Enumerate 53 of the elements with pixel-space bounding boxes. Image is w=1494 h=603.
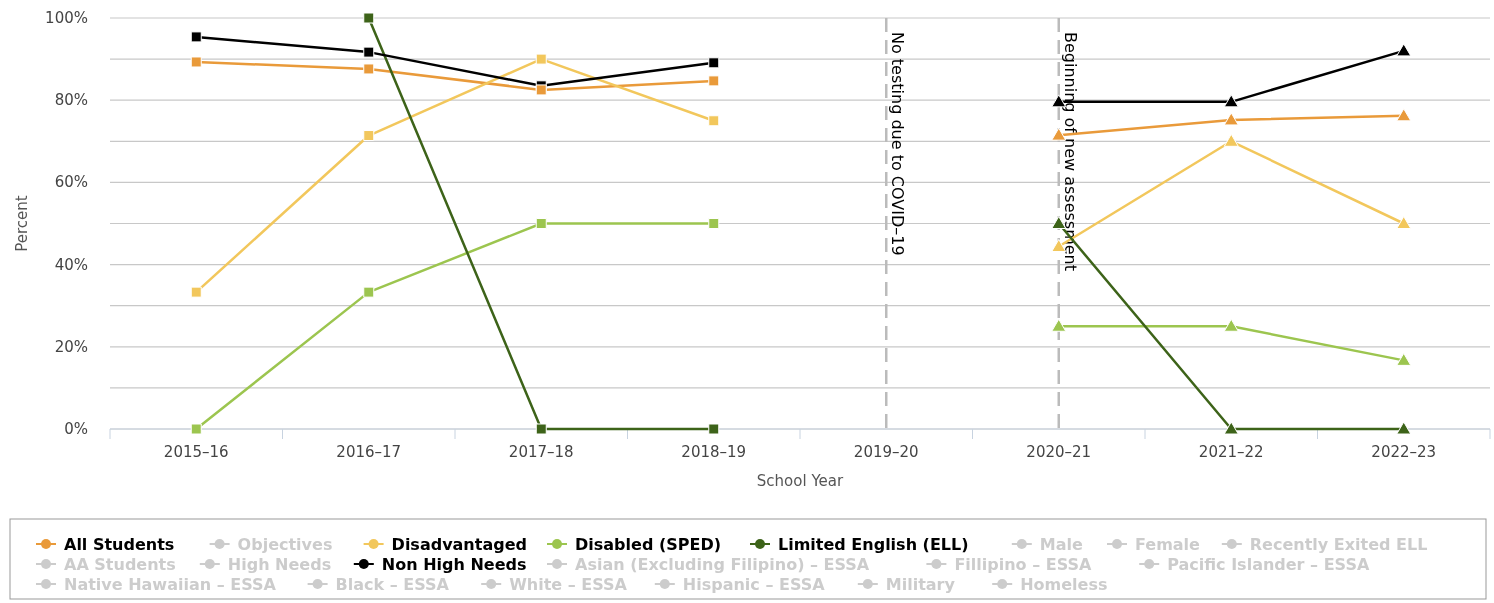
point: [1396, 43, 1412, 57]
point: [535, 53, 547, 65]
point: [535, 423, 547, 435]
point: [363, 286, 375, 298]
x-tick-label: 2015–16: [163, 443, 229, 461]
y-tick-label: 80%: [54, 91, 88, 110]
point: [1051, 318, 1067, 332]
point: [1396, 421, 1412, 435]
legend-label: Non High Needs: [381, 555, 527, 574]
point: [1223, 133, 1239, 147]
y-tick-label: 100%: [45, 9, 88, 27]
point: [708, 115, 720, 127]
x-tick-label: 2018–19: [681, 443, 747, 461]
point: [1223, 112, 1239, 126]
y-axis-title: Percent: [13, 195, 31, 252]
point: [363, 12, 375, 24]
point: [190, 423, 202, 435]
point: [535, 84, 547, 96]
point: [363, 46, 375, 58]
x-tick-label: 2020–21: [1026, 443, 1092, 461]
point: [708, 57, 720, 69]
legend-label: Disabled (SPED): [575, 535, 721, 554]
point: [708, 423, 720, 435]
ref-line-label: Beginning of new assessment: [1060, 32, 1080, 272]
point: [708, 218, 720, 229]
y-tick-label: 20%: [54, 337, 88, 356]
x-axis-title: School Year: [756, 472, 844, 490]
point: [363, 130, 375, 142]
point: [1396, 108, 1412, 122]
point: [1051, 127, 1067, 141]
point: [708, 75, 720, 87]
point: [1223, 94, 1239, 108]
point: [190, 31, 202, 43]
y-tick-label: 60%: [54, 173, 88, 192]
ref-line-label: No testing due to COVID–19: [888, 32, 908, 256]
point: [535, 218, 547, 229]
legend-label: Limited English (ELL): [778, 535, 969, 554]
y-tick-label: 40%: [54, 255, 88, 274]
legend-label: Disadvantaged: [391, 535, 527, 554]
point: [1396, 352, 1412, 366]
point: [190, 286, 202, 298]
point: [1223, 421, 1239, 435]
x-tick-label: 2019–20: [853, 443, 919, 461]
point: [1223, 318, 1239, 332]
point: [1396, 216, 1412, 229]
y-tick-label: 0%: [64, 420, 88, 438]
legend-label: All Students: [64, 535, 175, 554]
x-tick-label: 2022–23: [1371, 443, 1437, 461]
point: [190, 56, 202, 68]
point: [363, 63, 375, 75]
x-tick-label: 2017–18: [508, 443, 574, 461]
x-tick-label: 2021–22: [1198, 443, 1264, 461]
x-tick-label: 2016–17: [336, 443, 402, 461]
